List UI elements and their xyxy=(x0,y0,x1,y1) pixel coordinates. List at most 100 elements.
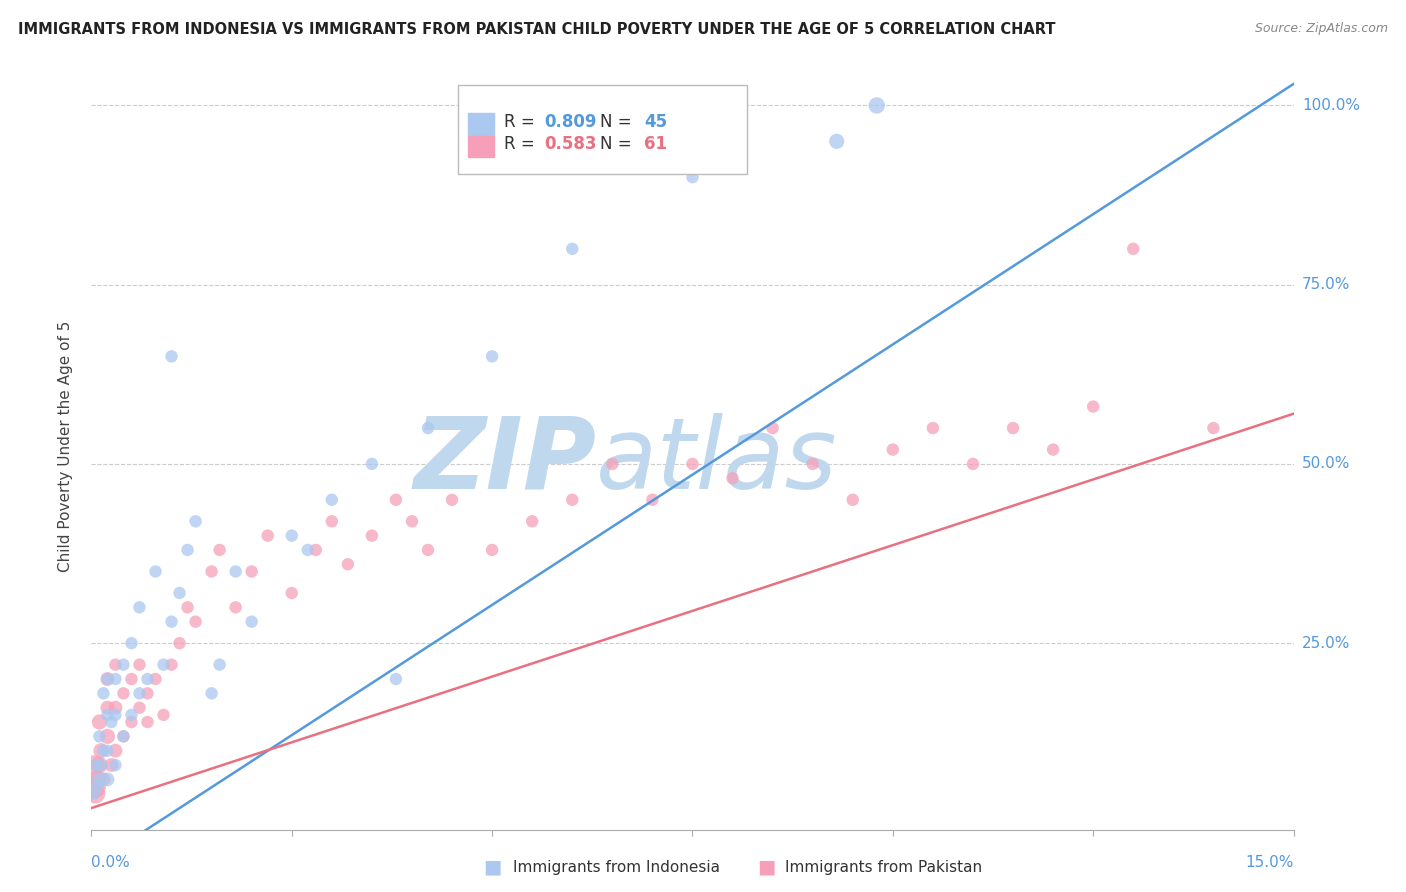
Point xyxy=(93,686,115,700)
Text: atlas: atlas xyxy=(596,413,838,510)
Point xyxy=(152,657,174,672)
Point xyxy=(176,543,198,558)
Text: 0.809: 0.809 xyxy=(544,113,598,131)
Point xyxy=(321,492,343,507)
Text: IMMIGRANTS FROM INDONESIA VS IMMIGRANTS FROM PAKISTAN CHILD POVERTY UNDER THE AG: IMMIGRANTS FROM INDONESIA VS IMMIGRANTS … xyxy=(18,22,1056,37)
Point xyxy=(112,686,135,700)
Point xyxy=(104,707,127,722)
Point xyxy=(96,707,118,722)
Point xyxy=(416,543,439,558)
Point xyxy=(305,543,328,558)
Point xyxy=(121,636,143,650)
Point xyxy=(201,565,224,579)
Point xyxy=(96,672,118,686)
Point xyxy=(93,772,115,787)
Point xyxy=(201,686,224,700)
Point xyxy=(104,758,127,772)
Text: 61: 61 xyxy=(644,135,668,153)
Point xyxy=(90,758,112,772)
Point xyxy=(882,442,904,457)
Point xyxy=(401,514,423,528)
Point xyxy=(602,457,624,471)
Text: 100.0%: 100.0% xyxy=(1302,98,1360,113)
Y-axis label: Child Poverty Under the Age of 5: Child Poverty Under the Age of 5 xyxy=(58,320,73,572)
Text: N =: N = xyxy=(600,113,637,131)
Text: N =: N = xyxy=(600,135,637,153)
Point xyxy=(1083,400,1105,414)
Point xyxy=(145,672,167,686)
Point xyxy=(481,350,503,364)
Point xyxy=(104,672,127,686)
Point xyxy=(825,134,848,148)
Point xyxy=(136,672,159,686)
Point xyxy=(89,730,111,744)
Point xyxy=(962,457,984,471)
Text: ■: ■ xyxy=(756,857,776,877)
Point xyxy=(128,600,150,615)
Point xyxy=(96,730,118,744)
Point xyxy=(225,565,247,579)
Point xyxy=(176,600,198,615)
Point xyxy=(762,421,785,435)
Point xyxy=(481,543,503,558)
Point xyxy=(160,350,183,364)
Point xyxy=(128,657,150,672)
Point xyxy=(561,492,583,507)
Point xyxy=(225,600,247,615)
Point xyxy=(1001,421,1024,435)
Text: 75.0%: 75.0% xyxy=(1302,277,1350,293)
Point xyxy=(84,787,107,801)
Point xyxy=(100,758,122,772)
Text: 0.583: 0.583 xyxy=(544,135,598,153)
Point xyxy=(1042,442,1064,457)
Point xyxy=(121,707,143,722)
Text: Immigrants from Pakistan: Immigrants from Pakistan xyxy=(785,860,981,874)
Text: R =: R = xyxy=(503,135,540,153)
Point xyxy=(721,471,744,485)
Point xyxy=(641,492,664,507)
FancyBboxPatch shape xyxy=(458,86,747,174)
FancyBboxPatch shape xyxy=(468,113,494,135)
Point xyxy=(522,514,544,528)
Point xyxy=(1122,242,1144,256)
Point xyxy=(112,730,135,744)
Point xyxy=(104,657,127,672)
Point xyxy=(681,170,703,185)
Point xyxy=(360,528,382,542)
Point xyxy=(360,457,382,471)
Point xyxy=(281,586,304,600)
Point xyxy=(841,492,863,507)
Point xyxy=(90,744,112,758)
FancyBboxPatch shape xyxy=(468,136,494,157)
Point xyxy=(208,543,231,558)
Text: 15.0%: 15.0% xyxy=(1246,855,1294,870)
Point xyxy=(104,700,127,714)
Point xyxy=(385,492,408,507)
Point xyxy=(83,787,105,801)
Point xyxy=(801,457,824,471)
Point xyxy=(440,492,463,507)
Point xyxy=(112,730,135,744)
Point xyxy=(336,558,359,572)
Point xyxy=(121,714,143,729)
Text: 50.0%: 50.0% xyxy=(1302,457,1350,472)
Text: 45: 45 xyxy=(644,113,668,131)
Point xyxy=(89,714,111,729)
Point xyxy=(86,780,108,794)
Point xyxy=(922,421,945,435)
Point xyxy=(104,744,127,758)
Point xyxy=(297,543,319,558)
Point xyxy=(89,758,111,772)
Point xyxy=(112,657,135,672)
Point xyxy=(866,98,889,112)
Point xyxy=(416,421,439,435)
Point xyxy=(169,586,191,600)
Point xyxy=(160,615,183,629)
Point xyxy=(160,657,183,672)
Text: 0.0%: 0.0% xyxy=(91,855,131,870)
Point xyxy=(169,636,191,650)
Point xyxy=(83,758,105,772)
Text: ■: ■ xyxy=(482,857,502,877)
Point xyxy=(681,457,703,471)
Point xyxy=(240,565,263,579)
